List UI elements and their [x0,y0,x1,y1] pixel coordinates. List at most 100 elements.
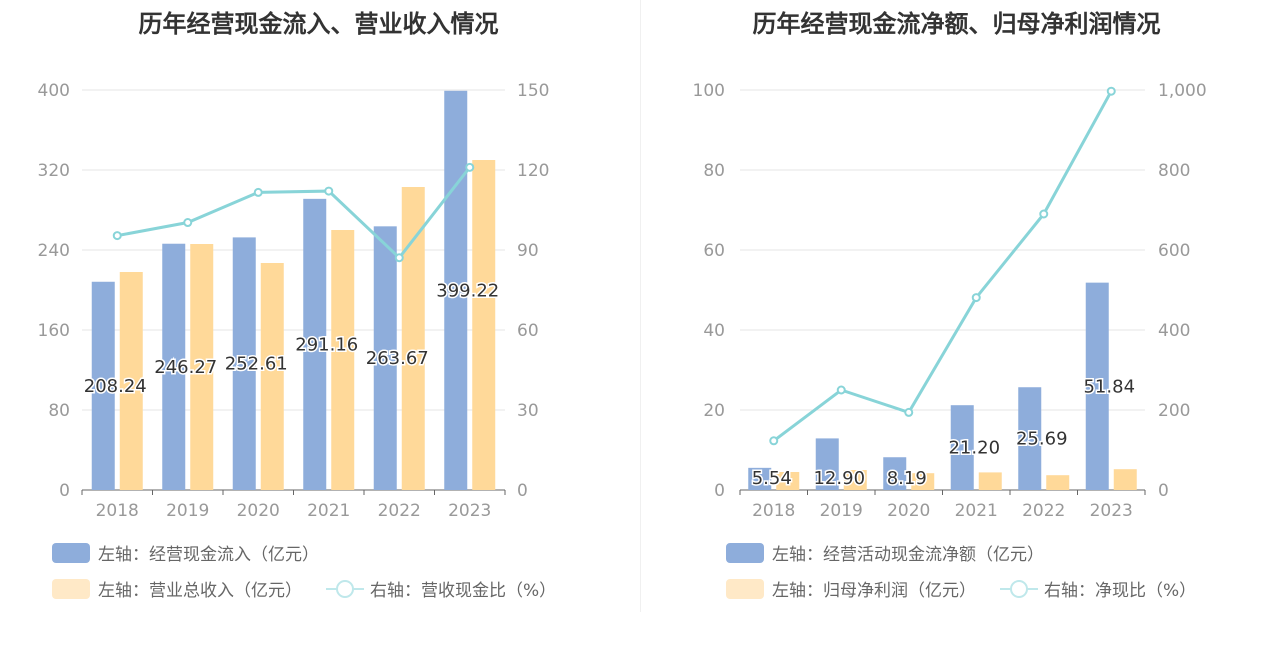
ratio-point [253,187,263,197]
bar-primary [303,198,327,490]
left-chart-panel: 历年经营现金流入、营业收入情况 0 0 80 30 160 60 240 90 320 120 40… [0,0,637,655]
left-chart-svg: 0 0 80 30 160 60 240 90 320 120 400 150 2018 2019 2020… [38,81,550,521]
left-axis-tick-label: 40 [703,321,725,341]
bar-primary [162,243,186,490]
left-axis-tick-label: 100 [693,81,725,101]
ratio-point [1106,86,1116,96]
bar-secondary [331,230,355,490]
x-axis-tick-label: 2019 [820,501,863,521]
legend-label: 右轴：营收现金比（%） [370,581,557,601]
x-axis-tick-label: 2020 [887,501,930,521]
bar-primary [373,226,397,490]
left-axis-tick-label: 0 [714,481,725,501]
left-axis-tick-label: 160 [38,321,70,341]
ratio-point [836,385,846,395]
legend-swatch-yellow [52,578,90,599]
left-axis-tick-label: 240 [38,241,70,261]
legend-line-circle-icon [326,579,364,599]
left-axis-tick-label: 60 [703,241,725,261]
right-legend-row-1: 左轴：经营活动现金流净额（亿元） [726,540,1068,565]
bar-data-label: 8.19 [887,468,927,489]
x-axis-tick-label: 2023 [1090,501,1133,521]
left-axis-tick-label: 80 [48,401,70,421]
bar-secondary [776,472,800,490]
right-axis-tick-label: 120 [517,161,549,181]
bar-data-label: 51.84 [1083,376,1135,397]
bar-data-label: 25.69 [1016,429,1068,450]
bar-secondary [911,473,935,490]
legend-item-net-cash-ratio[interactable]: 右轴：净现比（%） [1000,576,1196,601]
bar-data-label: 246.27 [154,357,217,378]
bar-secondary [472,160,496,490]
bar-primary [950,405,974,490]
ratio-point [904,407,914,417]
bar-data-label: 252.61 [225,354,288,375]
x-axis-tick-label: 2022 [1022,501,1065,521]
ratio-point [465,162,475,172]
bar-secondary [119,272,143,490]
right-axis-tick-label: 150 [517,81,549,101]
bar-secondary [260,263,284,490]
legend-label: 右轴：净现比（%） [1044,581,1197,601]
bar-data-label: 21.20 [948,438,1000,459]
ratio-point [769,436,779,446]
legend-swatch-yellow [726,578,764,599]
bar-data-label: 399.22 [436,280,499,301]
bar-data-label: 5.54 [752,468,792,489]
right-axis-tick-label: 30 [517,401,539,421]
x-axis-tick-label: 2018 [96,501,139,521]
right-axis-tick-label: 90 [517,241,539,261]
bar-primary [815,438,839,490]
left-chart-title: 历年经营现金流入、营业收入情况 [138,10,499,38]
bar-secondary [1046,475,1070,490]
ratio-line [116,166,471,260]
bar-primary [1085,282,1109,490]
legend-item-net-profit[interactable]: 左轴：归母净利润（亿元） [726,576,976,601]
left-axis-tick-label: 320 [38,161,70,181]
bar-primary [91,281,115,490]
ratio-point [971,293,981,303]
x-axis-tick-label: 2020 [237,501,280,521]
legend-label: 左轴：营业总收入（亿元） [98,581,302,601]
ratio-point [183,218,193,228]
left-axis-tick-label: 0 [59,481,70,501]
right-legend-row-2: 左轴：归母净利润（亿元） 右轴：净现比（%） [726,576,1220,601]
bar-secondary [843,470,867,490]
legend-item-revenue[interactable]: 左轴：营业总收入（亿元） [52,576,302,601]
right-axis-tick-label: 600 [1158,241,1190,261]
left-axis-tick-label: 80 [703,161,725,181]
right-axis-tick-label: 200 [1158,401,1190,421]
legend-item-cash-revenue-ratio[interactable]: 右轴：营收现金比（%） [326,576,556,601]
panel-divider [640,0,641,612]
right-axis-tick-label: 60 [517,321,539,341]
bar-secondary [190,244,214,490]
right-axis-tick-label: 400 [1158,321,1190,341]
legend-swatch-blue [52,542,90,563]
x-axis-tick-label: 2018 [752,501,795,521]
bar-secondary [978,472,1002,490]
left-legend-row-2: 左轴：营业总收入（亿元） 右轴：营收现金比（%） [52,576,580,601]
bar-data-label: 291.16 [295,334,358,355]
ratio-line [772,90,1113,442]
bar-primary [883,457,907,490]
x-axis-tick-label: 2021 [307,501,350,521]
bar-primary [748,467,772,490]
legend-label: 左轴：经营现金流入（亿元） [98,545,319,565]
legend-label: 左轴：归母净利润（亿元） [772,581,976,601]
legend-line-circle-icon [1000,579,1038,599]
right-axis-tick-label: 800 [1158,161,1190,181]
ratio-point [324,186,334,196]
bar-data-label: 263.67 [366,348,429,369]
right-chart-panel: 历年经营现金流净额、归母净利润情况 0 0 20 200 40 400 60 600 80 800… [638,0,1275,655]
right-chart-title: 历年经营现金流净额、归母净利润情况 [752,10,1161,38]
bar-primary [1018,387,1042,490]
ratio-point [112,231,122,241]
legend-label: 左轴：经营活动现金流净额（亿元） [772,545,1044,565]
legend-item-net-cash-flow[interactable]: 左轴：经营活动现金流净额（亿元） [726,540,1044,565]
left-axis-tick-label: 400 [38,81,70,101]
ratio-point [1039,209,1049,219]
right-chart-svg: 0 0 20 200 40 400 60 600 80 800 100 1,000 2018 2019 20… [693,81,1207,521]
right-axis-tick-label: 0 [1158,481,1169,501]
legend-item-cash-inflow[interactable]: 左轴：经营现金流入（亿元） [52,540,319,565]
x-axis-tick-label: 2021 [955,501,998,521]
